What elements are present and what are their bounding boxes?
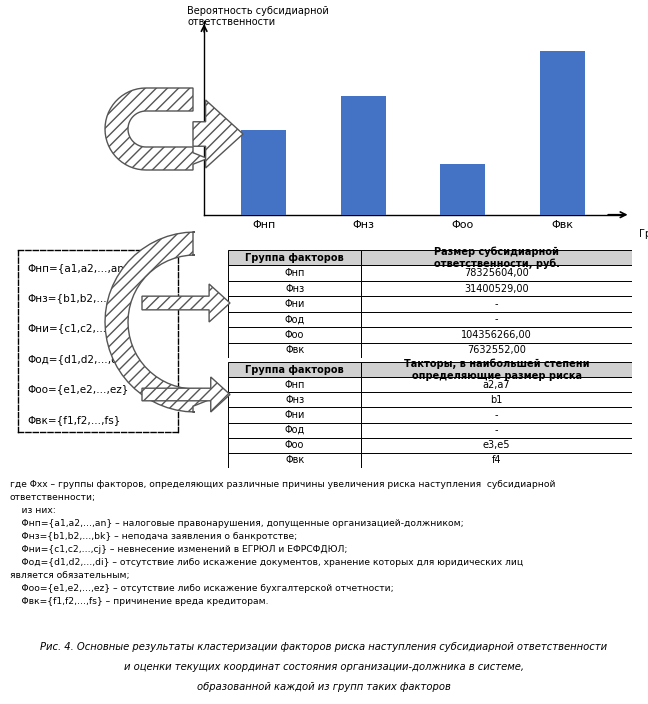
Text: Φни={c1,c2,…,cj}: Φни={c1,c2,…,cj} [28, 324, 126, 334]
Bar [228, 296, 362, 312]
Polygon shape [105, 88, 207, 170]
Bar [362, 408, 632, 422]
Bar [362, 438, 632, 453]
Text: ответственности;: ответственности; [10, 493, 96, 502]
Bar [362, 281, 632, 296]
Bar [362, 327, 632, 343]
Bar [228, 327, 362, 343]
Text: Φод={d1,d2,…,di} – отсутствие либо искажение документов, хранение которых для юр: Φод={d1,d2,…,di} – отсутствие либо искаж… [10, 558, 523, 567]
Text: Φнз: Φнз [285, 284, 305, 294]
Text: Φод: Φод [284, 315, 305, 325]
Text: Φнп={a1,a2,…,an}: Φнп={a1,a2,…,an} [28, 263, 131, 273]
Text: Φвк: Φвк [285, 345, 305, 356]
Bar [362, 422, 632, 438]
Bar [228, 281, 362, 296]
Text: a2,a7: a2,a7 [483, 379, 511, 390]
Polygon shape [193, 100, 243, 168]
Text: Рис. 4. Основные результаты кластеризации факторов риска наступления субсидиарно: Рис. 4. Основные результаты кластеризаци… [40, 642, 608, 652]
Bar [362, 250, 632, 265]
Bar [228, 312, 362, 327]
Text: Φнп: Φнп [284, 268, 305, 278]
Text: Φни: Φни [284, 299, 305, 309]
Text: Φод: Φод [284, 425, 305, 435]
Text: f4: f4 [492, 455, 502, 465]
Bar [362, 343, 632, 358]
Text: 104356266,00: 104356266,00 [461, 330, 532, 340]
Bar [228, 408, 362, 422]
Polygon shape [105, 232, 207, 412]
Bar [362, 362, 632, 377]
Bar [242, 130, 286, 215]
Text: Вероятность субсидиарной
ответственности: Вероятность субсидиарной ответственности [187, 6, 329, 27]
Bar [362, 392, 632, 408]
Text: -: - [495, 425, 498, 435]
Bar [228, 265, 362, 281]
Bar [228, 362, 362, 377]
Bar [228, 377, 362, 392]
Text: 7632552,00: 7632552,00 [467, 345, 526, 356]
Bar [228, 343, 362, 358]
Text: -: - [495, 299, 498, 309]
Bar [540, 51, 584, 215]
Text: из них:: из них: [10, 506, 56, 515]
Bar [362, 312, 632, 327]
Text: b1: b1 [491, 395, 503, 405]
Bar [228, 392, 362, 408]
Bar [362, 265, 632, 281]
Bar [441, 164, 485, 215]
Text: Группа факторов: Группа факторов [639, 229, 648, 239]
Text: Φвк={f1,f2,…,fs} – причинение вреда кредиторам.: Φвк={f1,f2,…,fs} – причинение вреда кред… [10, 597, 268, 606]
Text: Φоо={e1,e2,…,ez} – отсутствие либо искажение бухгалтерской отчетности;: Φоо={e1,e2,…,ez} – отсутствие либо искаж… [10, 584, 393, 593]
Text: Φнп: Φнп [284, 379, 305, 390]
Bar [362, 453, 632, 468]
Text: где Φхх – группы факторов, определяющих различные причины увеличения риска насту: где Φхх – группы факторов, определяющих … [10, 480, 555, 489]
Polygon shape [142, 377, 230, 412]
Text: 78325604,00: 78325604,00 [464, 268, 529, 278]
Text: Φнз={b1,b2,…,bk}: Φнз={b1,b2,…,bk} [28, 294, 130, 303]
Bar [362, 296, 632, 312]
Text: Группа факторов: Группа факторов [246, 365, 344, 375]
Text: Φнп={a1,a2,…,an} – налоговые правонарушения, допущенные организацией-должником;: Φнп={a1,a2,…,an} – налоговые правонаруше… [10, 519, 463, 528]
Bar [228, 422, 362, 438]
Text: Φод={d1,d2,…,di}: Φод={d1,d2,…,di} [28, 354, 128, 364]
Text: -: - [495, 315, 498, 325]
Bar [341, 96, 386, 215]
Text: Φни: Φни [284, 410, 305, 420]
Text: образованной каждой из групп таких факторов: образованной каждой из групп таких факто… [197, 682, 451, 692]
Text: Размер субсидиарной
ответственности, руб.: Размер субсидиарной ответственности, руб… [434, 246, 560, 269]
Bar [362, 377, 632, 392]
Text: -: - [495, 410, 498, 420]
Text: Φоо: Φоо [285, 330, 305, 340]
Text: 31400529,00: 31400529,00 [465, 284, 529, 294]
Polygon shape [142, 284, 230, 322]
Text: является обязательным;: является обязательным; [10, 571, 129, 580]
Text: Φвк: Φвк [285, 455, 305, 465]
Text: Τакторы, в наибольшей степени
определяющие размер риска: Τакторы, в наибольшей степени определяющ… [404, 358, 590, 381]
Text: Группа факторов: Группа факторов [246, 253, 344, 263]
Text: Φнз: Φнз [285, 395, 305, 405]
Text: Φвк={f1,f2,…,fs}: Φвк={f1,f2,…,fs} [28, 415, 121, 425]
Bar [228, 250, 362, 265]
Bar [228, 453, 362, 468]
Bar [228, 438, 362, 453]
Text: e3,e5: e3,e5 [483, 440, 511, 451]
Text: Φнз={b1,b2,…,bk} – неподача заявления о банкротстве;: Φнз={b1,b2,…,bk} – неподача заявления о … [10, 532, 297, 541]
Text: Φоо: Φоо [285, 440, 305, 451]
Text: Φни={c1,c2,…,cj} – невнесение изменений в ЕГРЮЛ и ЕФРСФДЮЛ;: Φни={c1,c2,…,cj} – невнесение изменений … [10, 545, 347, 554]
Text: Φоо={e1,e2,…,ez}: Φоо={e1,e2,…,ez} [28, 384, 129, 394]
Text: и оценки текущих координат состояния организации-должника в системе,: и оценки текущих координат состояния орг… [124, 662, 524, 672]
